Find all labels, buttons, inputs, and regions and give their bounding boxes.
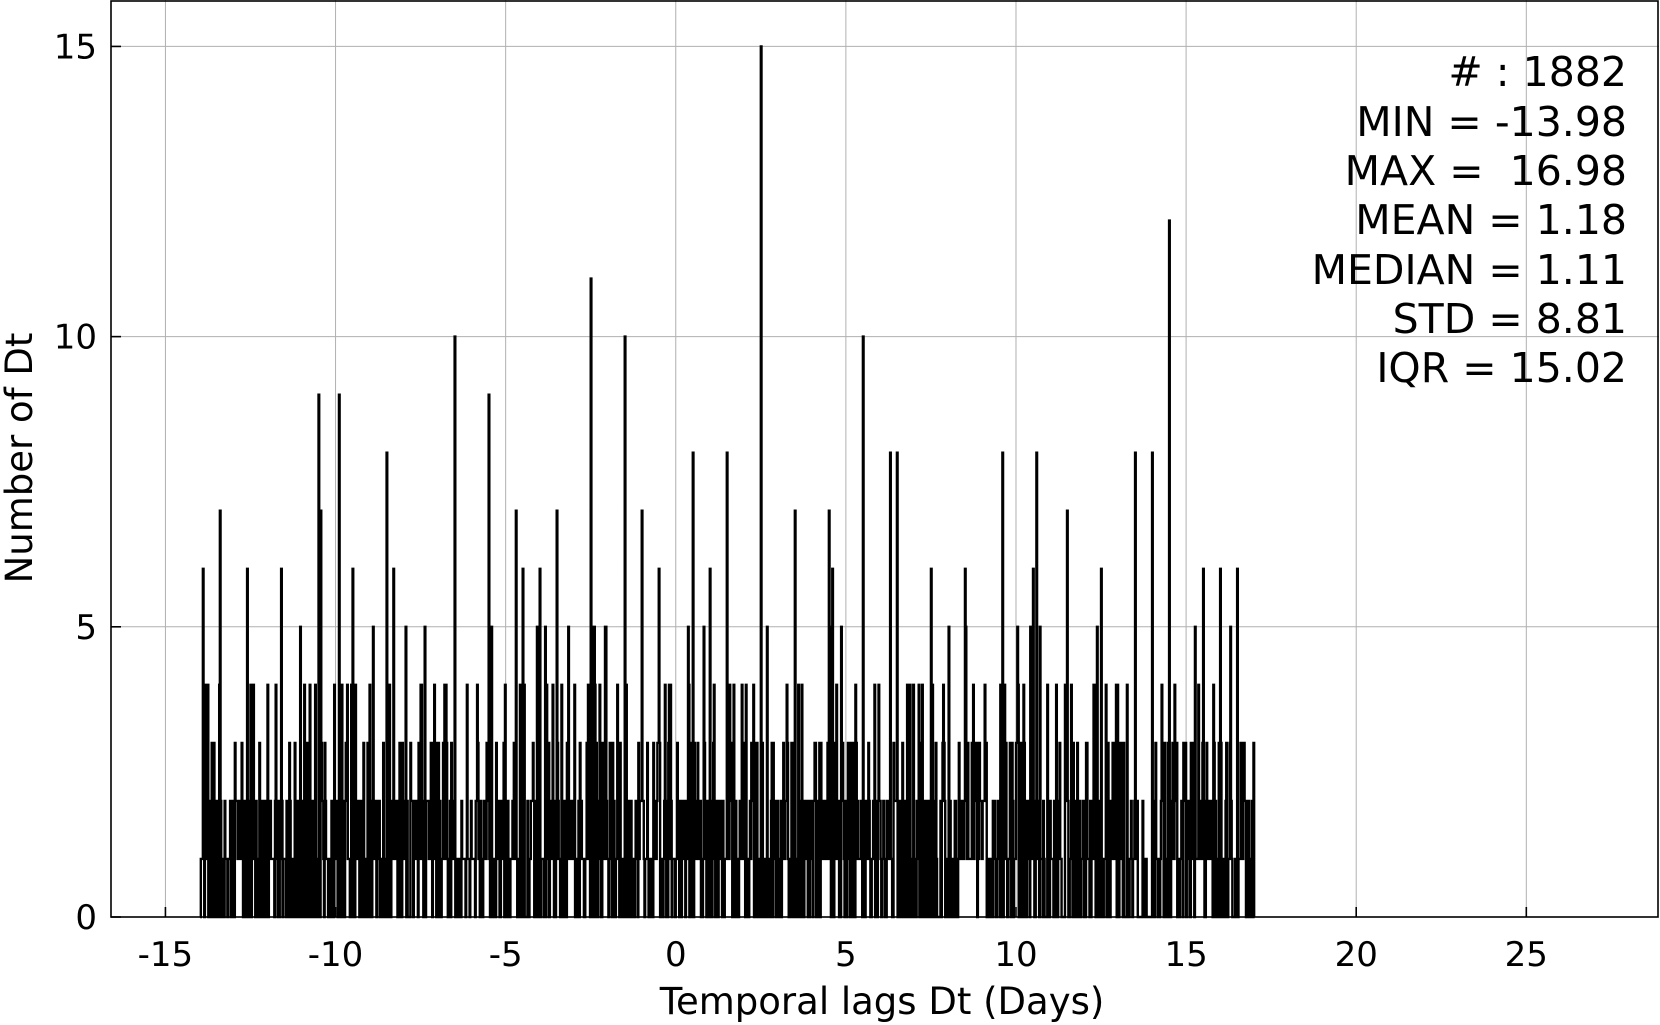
- tick-labels: -15 -10 -5 0 5 10 15 20 25 0 5 10 15: [54, 27, 1548, 975]
- stat-mean: MEAN = 1.18: [1355, 196, 1627, 244]
- stat-std: STD = 8.81: [1393, 295, 1627, 343]
- plot-frame: [110, 0, 1659, 918]
- x-axis-label: Temporal lags Dt (Days): [659, 980, 1105, 1023]
- stat-median: MEDIAN = 1.11: [1312, 246, 1627, 294]
- y-tick-label: 10: [54, 318, 97, 358]
- y-tick-label: 15: [54, 27, 97, 67]
- stat-iqr: IQR = 15.02: [1376, 344, 1627, 392]
- y-axis-label: Number of Dt: [0, 333, 41, 584]
- x-tick-label: 0: [665, 935, 687, 975]
- x-tick-label: 5: [835, 935, 857, 975]
- x-tick-label: 15: [1164, 935, 1207, 975]
- x-tick-label: -10: [308, 935, 364, 975]
- stats-annotation: # : 1882 MIN = -13.98 MAX = 16.98 MEAN =…: [1312, 48, 1627, 392]
- stat-count: # : 1882: [1448, 48, 1627, 96]
- axes: [110, 0, 1659, 918]
- y-tick-label: 5: [75, 608, 97, 648]
- x-tick-label: 20: [1335, 935, 1378, 975]
- x-tick-label: 10: [994, 935, 1037, 975]
- grid-lines: [111, 0, 1659, 917]
- y-tick-label: 0: [75, 898, 97, 938]
- stat-min: MIN = -13.98: [1356, 98, 1627, 146]
- x-tick-label: -5: [489, 935, 523, 975]
- stat-max: MAX = 16.98: [1345, 147, 1627, 195]
- x-tick-label: 25: [1505, 935, 1548, 975]
- x-tick-label: -15: [138, 935, 194, 975]
